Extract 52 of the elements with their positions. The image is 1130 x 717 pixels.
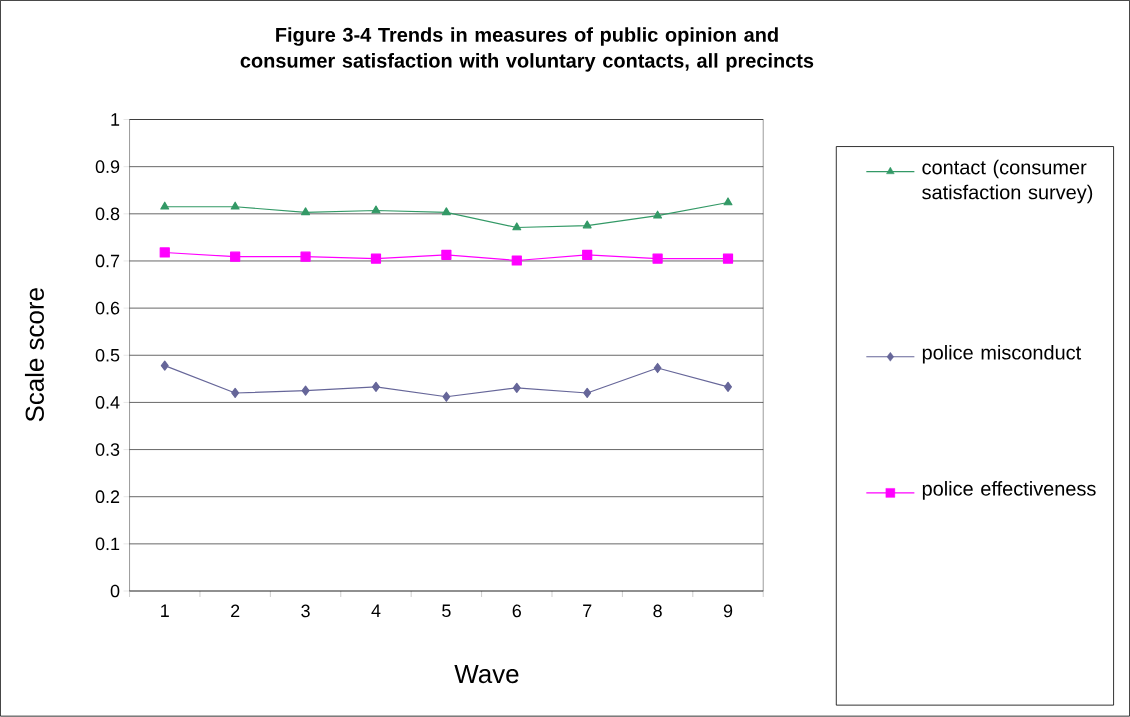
point bbox=[300, 251, 311, 263]
point bbox=[159, 247, 170, 258]
point bbox=[582, 249, 593, 261]
x-axis-title: Wave bbox=[454, 665, 519, 684]
point bbox=[652, 253, 663, 264]
point bbox=[582, 220, 592, 229]
legend-label: police effectiveness bbox=[922, 481, 1096, 500]
legend-label: contact (consumer satisfaction survey) bbox=[922, 159, 1093, 204]
point bbox=[512, 222, 522, 231]
y-axis-title: Scale score bbox=[24, 288, 44, 422]
point bbox=[371, 205, 381, 214]
point bbox=[441, 249, 452, 261]
point bbox=[231, 388, 240, 399]
point bbox=[583, 388, 592, 399]
point bbox=[512, 382, 521, 394]
point bbox=[441, 207, 451, 216]
point bbox=[653, 210, 663, 219]
x-tick-label: 2 bbox=[231, 604, 240, 618]
y-tick-label: 0.5 bbox=[95, 349, 120, 362]
y-tick-label: 0.3 bbox=[95, 443, 120, 457]
y-tick-label: 0.6 bbox=[95, 301, 120, 315]
x-tick-label: 5 bbox=[442, 604, 451, 618]
y-tick-label: 0.2 bbox=[95, 490, 120, 504]
point bbox=[723, 197, 733, 206]
x-tick-label: 8 bbox=[653, 604, 662, 618]
x-tick-label: 1 bbox=[161, 604, 169, 618]
y-tick-label: 0.9 bbox=[95, 160, 120, 174]
legend-label: police misconduct bbox=[922, 345, 1082, 364]
x-tick-label: 3 bbox=[301, 604, 310, 618]
point bbox=[301, 385, 310, 396]
x-tick-label: 6 bbox=[512, 604, 521, 618]
point bbox=[160, 201, 170, 210]
y-tick-label: 0.1 bbox=[95, 537, 120, 551]
point bbox=[653, 363, 662, 374]
point bbox=[511, 255, 522, 266]
y-tick-label: 0 bbox=[110, 584, 120, 598]
point bbox=[160, 360, 169, 371]
point bbox=[230, 201, 240, 210]
y-tick-label: 1 bbox=[111, 113, 120, 126]
x-tick-label: 9 bbox=[723, 604, 733, 618]
chart-title: Figure 3-4 Trends in measures of public opinion and consumer satisfaction with voluntary contacts, all precincts bbox=[240, 27, 814, 72]
x-tick-label: 4 bbox=[371, 604, 381, 618]
x-tick-label: 7 bbox=[583, 604, 592, 618]
point bbox=[722, 253, 734, 264]
y-tick-label: 0.8 bbox=[95, 207, 120, 221]
y-tick-label: 0.4 bbox=[95, 396, 120, 409]
point bbox=[230, 251, 241, 263]
point bbox=[371, 381, 380, 393]
point bbox=[370, 253, 382, 264]
point bbox=[301, 207, 311, 216]
point bbox=[442, 391, 451, 403]
y-tick-label: 0.7 bbox=[95, 254, 120, 268]
